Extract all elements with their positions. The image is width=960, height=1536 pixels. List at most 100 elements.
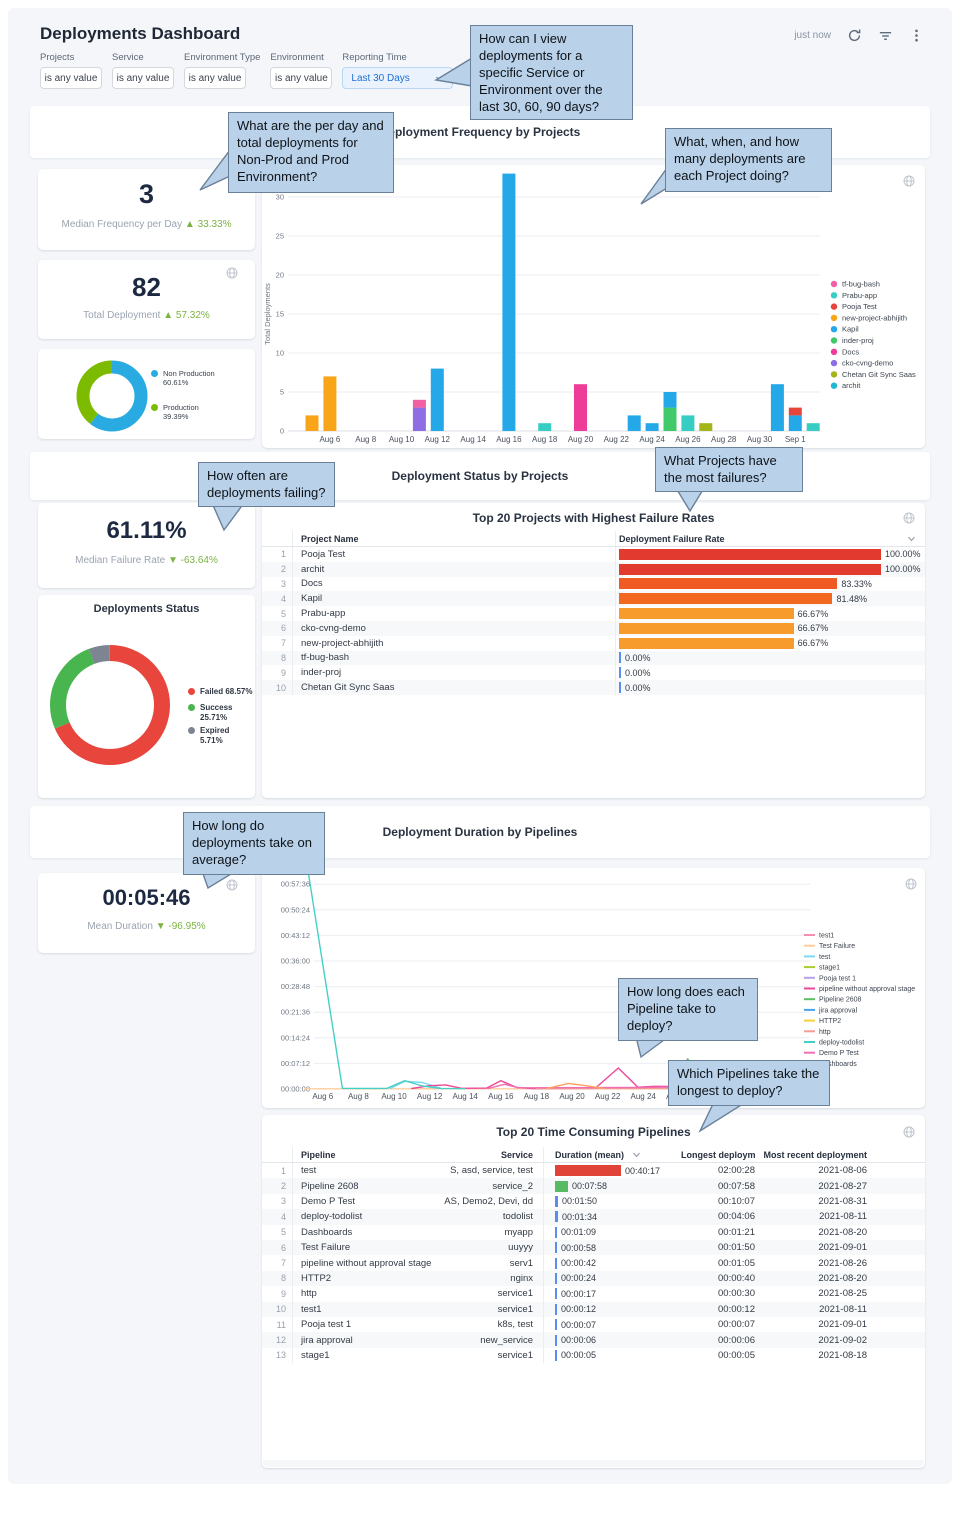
column-header-service[interactable]: Service — [500, 1149, 533, 1160]
bar-segment[interactable] — [806, 423, 820, 431]
column-header-longest[interactable]: Longest deployment — [681, 1149, 755, 1160]
donut-slice-success[interactable] — [50, 645, 170, 765]
table-row[interactable]: 2 Pipeline 2608 service_2 00:07:58 00:07:58 2… — [262, 1178, 925, 1194]
table-row[interactable]: 7 new-project-abhijith 66.67% — [262, 635, 925, 651]
filter-value-dropdown[interactable]: is any value — [40, 67, 102, 89]
legend-item[interactable]: archit — [842, 381, 861, 390]
legend-item[interactable]: Dashboards — [819, 1061, 857, 1068]
legend-item[interactable]: pipeline without approval stage — [819, 986, 915, 993]
explore-globe-icon[interactable] — [903, 1126, 915, 1138]
legend-item[interactable]: cko-cvng-demo — [842, 359, 893, 368]
legend-item[interactable]: HTTP2 — [819, 1018, 841, 1025]
filter-value-dropdown[interactable]: is any value — [112, 67, 174, 89]
table-row[interactable]: 9 inder-proj 0.00% — [262, 665, 925, 681]
filter-value-dropdown[interactable]: is any value — [270, 67, 333, 89]
table-row[interactable]: 2 archit 100.00% — [262, 561, 925, 577]
line-series-dashboards[interactable] — [546, 1082, 605, 1090]
line-series-pipeline-without-approval-stage[interactable] — [411, 1067, 703, 1090]
legend-item[interactable]: Success 25.71% — [188, 703, 254, 723]
legend-item[interactable]: Docs — [842, 347, 859, 356]
cell-project-name: cko-cvng-demo — [292, 621, 615, 636]
bar-segment[interactable] — [412, 399, 426, 408]
table-row[interactable]: 3 Demo P Test AS, Demo2, Devi, dd 00:01:50 0… — [262, 1193, 925, 1210]
legend-item[interactable]: http — [819, 1029, 831, 1036]
legend-item[interactable]: Pipeline 2608 — [819, 997, 862, 1004]
filter-icon[interactable] — [878, 28, 893, 43]
table-row[interactable]: 10 test1 service1 00:00:12 00:00:12 2021-08-1… — [262, 1301, 925, 1317]
table-row[interactable]: 1 test S, asd, service, test 00:40:17 02:00:… — [262, 1163, 925, 1179]
legend-item[interactable]: new-project-abhijith — [842, 313, 907, 322]
donut-slice-non-production[interactable] — [76, 360, 148, 432]
table-row[interactable]: 1 Pooja Test 100.00% — [262, 547, 925, 562]
refresh-icon[interactable] — [847, 28, 862, 43]
table-row[interactable]: 12 jira approval new_service 00:00:06 00:00:… — [262, 1332, 925, 1348]
legend-item[interactable]: Pooja test 1 — [819, 975, 856, 982]
column-header-project-name[interactable]: Project Name — [292, 531, 615, 546]
legend-item[interactable]: tf-bug-bash — [842, 280, 880, 289]
legend-item[interactable]: Expired 5.71% — [188, 726, 254, 746]
table-row[interactable]: 3 Docs 83.33% — [262, 576, 925, 592]
bar-segment[interactable] — [663, 392, 677, 408]
column-header-pipeline[interactable]: Pipeline — [292, 1147, 442, 1162]
legend-item[interactable]: test1 — [819, 933, 834, 940]
bar-segment[interactable] — [788, 407, 802, 416]
legend-item[interactable]: Failed 68.57% — [188, 687, 254, 697]
legend-item[interactable]: Kapil — [842, 325, 859, 334]
table-row[interactable]: 8 HTTP2 nginx 00:00:24 00:00:40 2021-08-20 — [262, 1270, 925, 1287]
table-row[interactable]: 8 tf-bug-bash 0.00% — [262, 650, 925, 666]
more-menu-icon[interactable] — [909, 28, 924, 43]
explore-globe-icon[interactable] — [226, 267, 238, 279]
bar-segment[interactable] — [645, 423, 659, 431]
column-header-failure-rate[interactable]: Deployment Failure Rate — [615, 531, 923, 546]
bar-segment[interactable] — [627, 415, 641, 431]
legend-item[interactable]: Demo P Test — [819, 1050, 859, 1057]
bar-segment[interactable] — [699, 423, 713, 431]
legend-item[interactable]: Test Failure — [819, 943, 855, 950]
donut-slice-failed[interactable] — [50, 645, 170, 765]
bar-segment[interactable] — [681, 415, 695, 431]
explore-globe-icon[interactable] — [905, 878, 917, 890]
bar-segment[interactable] — [412, 407, 426, 431]
filter-value-dropdown[interactable]: Last 30 Days — [342, 67, 454, 89]
legend-item[interactable]: Prabu-app — [842, 291, 877, 300]
bar-segment[interactable] — [663, 407, 677, 431]
legend-item[interactable]: jira approval — [818, 1007, 858, 1014]
donut-slice-production[interactable] — [76, 360, 148, 432]
legend-item[interactable]: Chetan Git Sync Saas — [842, 370, 916, 379]
bar-segment[interactable] — [430, 368, 444, 431]
table-row[interactable]: 11 Pooja test 1 k8s, test 00:00:07 00:00:07 2… — [262, 1317, 925, 1333]
bar-segment[interactable] — [770, 384, 784, 431]
sort-chevron-icon[interactable] — [632, 1150, 641, 1159]
bar-segment[interactable] — [502, 173, 516, 431]
bar-segment[interactable] — [305, 415, 319, 431]
legend-item[interactable]: Pooja Test — [842, 302, 878, 311]
filter-value-dropdown[interactable]: is any value — [184, 67, 246, 89]
legend-item[interactable]: Non Production 60.61% — [151, 369, 215, 388]
table-row[interactable]: 4 deploy-todolist todolist 00:01:34 00:04:06… — [262, 1209, 925, 1225]
table-row[interactable]: 9 http service1 00:00:17 00:00:30 2021-08-25 — [262, 1286, 925, 1302]
explore-globe-icon[interactable] — [903, 175, 915, 187]
bar-segment[interactable] — [574, 384, 587, 431]
table-row[interactable]: 6 cko-cvng-demo 66.67% — [262, 621, 925, 636]
legend-item[interactable]: test — [819, 954, 830, 961]
legend-item[interactable]: Production 39.39% — [151, 403, 215, 422]
table-row[interactable]: 5 Prabu-app 66.67% — [262, 606, 925, 621]
explore-globe-icon[interactable] — [903, 512, 915, 524]
table-row[interactable]: 7 pipeline without approval stage serv1 00:… — [262, 1255, 925, 1271]
legend-item[interactable]: stage1 — [819, 965, 840, 972]
table-row[interactable]: 13 stage1 service1 00:00:05 00:00:05 2021-08-… — [262, 1347, 925, 1364]
table-row[interactable]: 4 Kapil 81.48% — [262, 591, 925, 607]
bar-segment[interactable] — [788, 415, 802, 431]
bar-segment[interactable] — [538, 423, 552, 431]
table-scrollbar-track[interactable] — [263, 1460, 924, 1467]
legend-item[interactable]: deploy-todolist — [819, 1040, 864, 1047]
table-row[interactable]: 6 Test Failure uuyyy 00:00:58 00:01:50 2021-0… — [262, 1240, 925, 1256]
legend-item[interactable]: inder-proj — [842, 336, 874, 345]
table-row[interactable]: 10 Chetan Git Sync Saas 0.00% — [262, 680, 925, 695]
column-header-duration[interactable]: Duration (mean) — [543, 1147, 681, 1162]
column-header-recent[interactable]: Most recent deployment — [763, 1149, 867, 1160]
sort-chevron-icon[interactable] — [907, 534, 916, 543]
table-row[interactable]: 5 Dashboards myapp 00:01:09 00:01:21 2021-08-… — [262, 1224, 925, 1240]
line-series-deploy-todolist[interactable] — [307, 873, 466, 1090]
bar-segment[interactable] — [323, 376, 337, 431]
